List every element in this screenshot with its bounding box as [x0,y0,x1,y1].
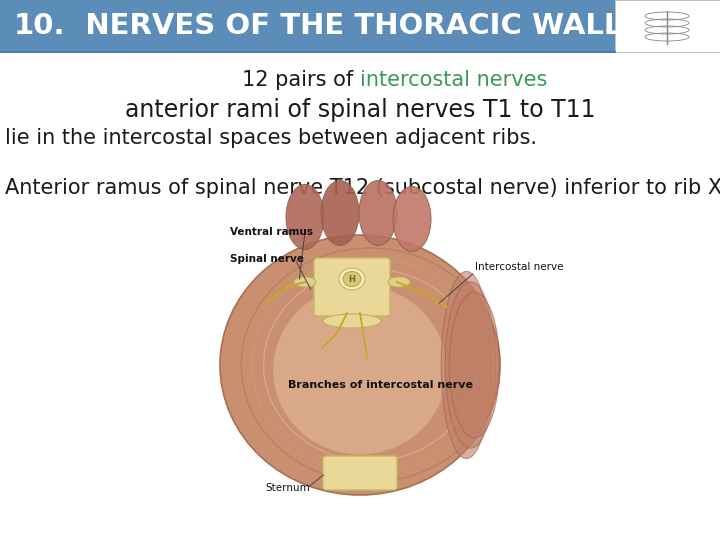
Ellipse shape [220,235,500,495]
Ellipse shape [321,180,359,246]
Text: anterior rami of spinal nerves T1 to T11: anterior rami of spinal nerves T1 to T11 [125,98,595,122]
Text: NERVES OF THE THORACIC WALL: NERVES OF THE THORACIC WALL [55,12,622,40]
Ellipse shape [445,282,495,448]
Text: Sternum: Sternum [265,483,310,493]
Ellipse shape [441,272,492,458]
Text: Intercostal nerve: Intercostal nerve [475,262,564,272]
Bar [0,0,615,52]
Ellipse shape [273,286,447,455]
Text: Branches of intercostal nerve: Branches of intercostal nerve [287,380,472,390]
Text: 10.: 10. [14,12,66,40]
Ellipse shape [339,268,365,290]
Text: 12 pairs of: 12 pairs of [242,70,360,90]
FancyBboxPatch shape [314,258,390,316]
Ellipse shape [294,277,316,287]
Ellipse shape [449,292,500,438]
Ellipse shape [323,314,381,328]
Ellipse shape [359,180,397,246]
Text: Ventral ramus: Ventral ramus [230,227,313,237]
Ellipse shape [286,185,324,249]
Ellipse shape [388,277,410,287]
Text: lie in the intercostal spaces between adjacent ribs.: lie in the intercostal spaces between ad… [5,128,537,148]
Text: intercostal nerves: intercostal nerves [360,70,547,90]
Text: Spinal nerve: Spinal nerve [230,254,304,264]
Text: Anterior ramus of spinal nerve T12 (subcostal nerve) inferior to rib XII.: Anterior ramus of spinal nerve T12 (subc… [5,178,720,198]
Text: H: H [348,274,356,284]
Bar [615,0,720,52]
Ellipse shape [393,186,431,252]
FancyBboxPatch shape [323,456,397,490]
Ellipse shape [343,272,361,287]
